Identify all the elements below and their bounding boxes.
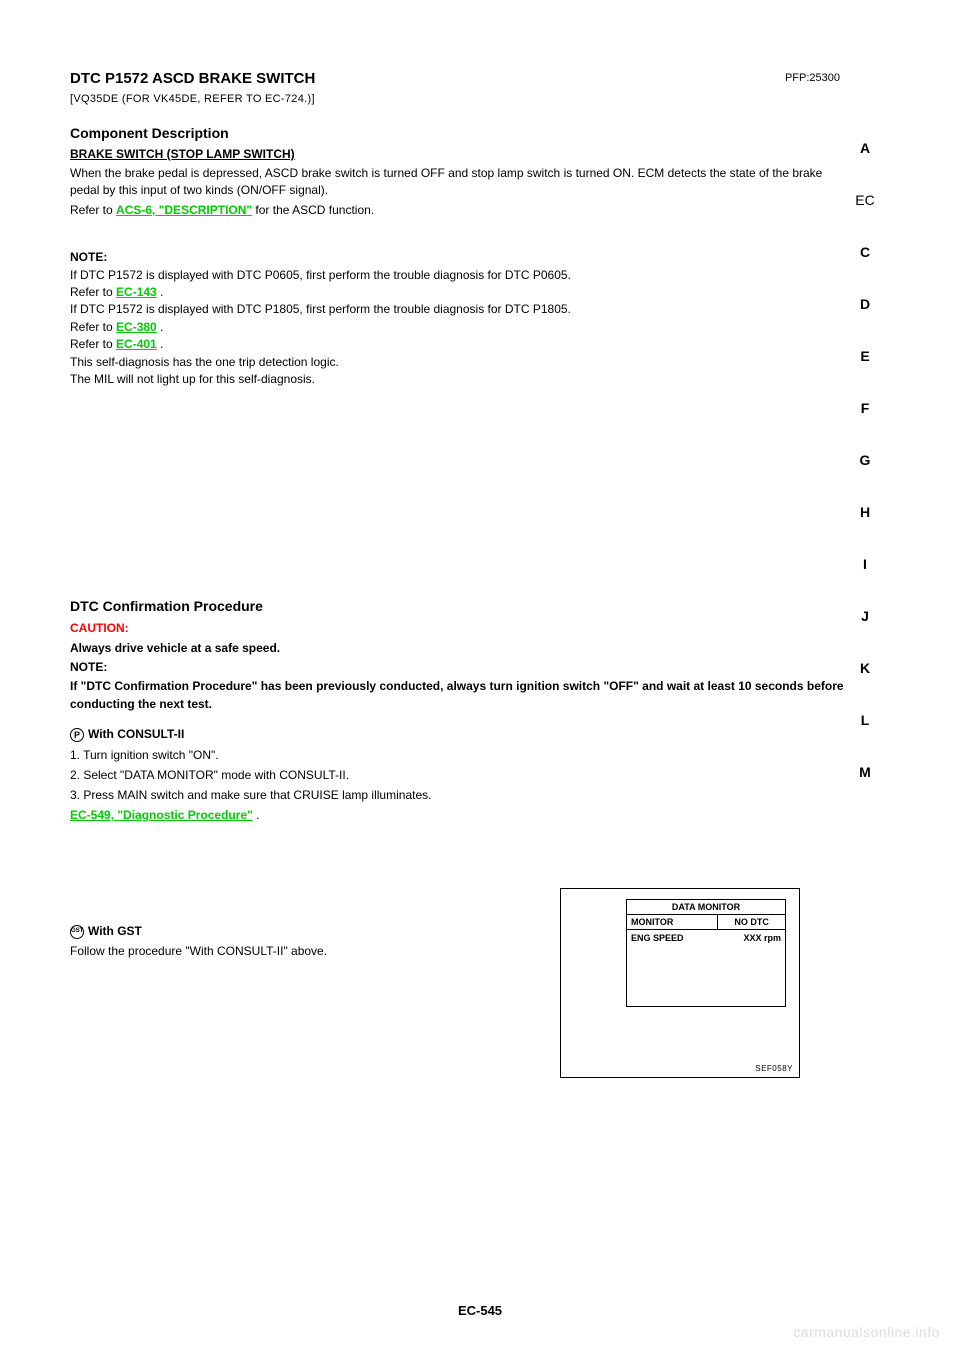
note-label: NOTE: (70, 660, 107, 674)
note-text: Refer to EC-143 . (70, 284, 850, 301)
data-monitor-screenshot: DATA MONITOR MONITOR NO DTC ENG SPEEDXXX… (560, 888, 800, 1078)
sidebar-item[interactable]: EC (850, 192, 880, 208)
page-subtitle: [VQ35DE (FOR VK45DE, REFER TO EC-724.)] (70, 93, 850, 105)
cross-ref-link[interactable]: EC-549, "Diagnostic Procedure" (70, 808, 253, 822)
note-text: Refer to EC-380 . (70, 319, 850, 336)
note-text: The MIL will not light up for this self-… (70, 371, 850, 388)
section-index-sidebar: A EC C D E F G H I J K L M (850, 140, 880, 816)
monitor-data-row: ENG SPEEDXXX rpm (627, 930, 785, 946)
sidebar-item[interactable]: M (850, 764, 880, 780)
sidebar-item[interactable]: E (850, 348, 880, 364)
body-text: Refer to ACS-6, "DESCRIPTION" for the AS… (70, 202, 850, 219)
step-text: EC-549, "Diagnostic Procedure" . (70, 806, 850, 824)
pfp-code: PFP:25300 (785, 72, 840, 84)
cross-ref-link[interactable]: EC-401 (116, 337, 157, 351)
monitor-col-header: NO DTC (718, 915, 785, 929)
page-title: DTC P1572 ASCD BRAKE SWITCH (70, 70, 850, 87)
procedure-steps: 1. Turn ignition switch "ON". 2. Select … (70, 746, 850, 824)
sidebar-item[interactable]: C (850, 244, 880, 260)
cross-ref-link[interactable]: ACS-6, "DESCRIPTION" (116, 203, 252, 217)
sidebar-item[interactable]: K (850, 660, 880, 676)
sidebar-item[interactable]: A (850, 140, 880, 156)
section-heading: DTC Confirmation Procedure (70, 598, 850, 614)
page-number: EC-545 (0, 1303, 960, 1318)
sidebar-item[interactable]: F (850, 400, 880, 416)
note-text: If DTC P1572 is displayed with DTC P0605… (70, 267, 850, 284)
subsection-heading: BRAKE SWITCH (STOP LAMP SWITCH) (70, 147, 850, 161)
component-description-section: Component Description BRAKE SWITCH (STOP… (70, 125, 850, 219)
cross-ref-link[interactable]: EC-143 (116, 285, 157, 299)
note-text: Refer to EC-401 . (70, 336, 850, 353)
monitor-col-header: MONITOR (627, 915, 718, 929)
caution-label: CAUTION: (70, 621, 129, 635)
step-text: 3. Press MAIN switch and make sure that … (70, 786, 850, 804)
cross-ref-link[interactable]: EC-380 (116, 320, 157, 334)
note-text: If DTC P1572 is displayed with DTC P1805… (70, 301, 850, 318)
gst-icon: GST (70, 925, 84, 939)
section-heading: Component Description (70, 125, 850, 141)
sidebar-item[interactable]: I (850, 556, 880, 572)
sidebar-item[interactable]: D (850, 296, 880, 312)
watermark: carmanualsonline.info (793, 1324, 940, 1340)
note-text: If "DTC Confirmation Procedure" has been… (70, 678, 850, 713)
sidebar-item[interactable]: H (850, 504, 880, 520)
step-text: 2. Select "DATA MONITOR" mode with CONSU… (70, 766, 850, 784)
figure-code: SEF058Y (755, 1064, 793, 1073)
with-consult-heading: PWith CONSULT-II (70, 727, 850, 742)
step-text: 1. Turn ignition switch "ON". (70, 746, 850, 764)
sidebar-item[interactable]: L (850, 712, 880, 728)
consult-icon: P (70, 728, 84, 742)
dtc-logic-section: NOTE: If DTC P1572 is displayed with DTC… (70, 249, 850, 388)
note-label: NOTE: (70, 250, 107, 264)
confirmation-procedure-section: DTC Confirmation Procedure CAUTION: Alwa… (70, 598, 850, 713)
sidebar-item[interactable]: J (850, 608, 880, 624)
monitor-title: DATA MONITOR (627, 900, 785, 915)
note-text: This self-diagnosis has the one trip det… (70, 354, 850, 371)
caution-text: Always drive vehicle at a safe speed. (70, 640, 850, 657)
sidebar-item[interactable]: G (850, 452, 880, 468)
body-text: When the brake pedal is depressed, ASCD … (70, 165, 850, 200)
